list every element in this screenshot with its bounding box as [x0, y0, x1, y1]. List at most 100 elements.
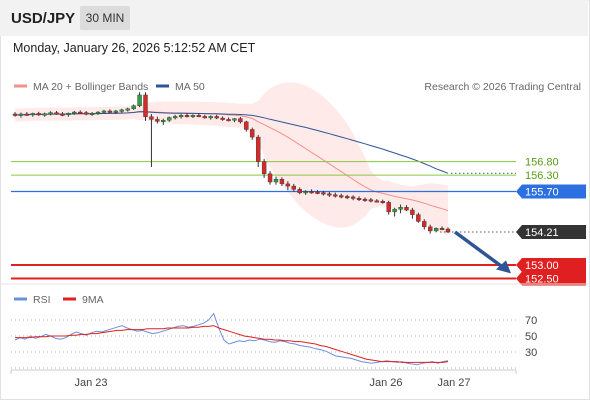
candle-body [95, 111, 101, 114]
candle-body [172, 116, 178, 119]
candle [422, 219, 427, 230]
candle [167, 116, 172, 122]
candle [303, 190, 308, 195]
candle [374, 199, 380, 203]
candle [386, 200, 391, 215]
candle-body [285, 183, 291, 187]
resistance-label: 156.80 [525, 157, 559, 169]
candle-body [309, 191, 314, 194]
candle [255, 134, 261, 168]
ma50-legend-label: MA 50 [175, 81, 205, 93]
rsi-panel: 70 50 30 [11, 312, 537, 369]
candle [232, 118, 237, 123]
candle [267, 171, 273, 185]
candle [285, 181, 291, 191]
candle-body [398, 207, 403, 210]
candle [327, 192, 332, 197]
candle [416, 212, 421, 223]
x-tick-label: Jan 23 [74, 377, 107, 389]
candle-body [439, 228, 445, 230]
candle [428, 224, 433, 234]
candle-body [202, 116, 208, 119]
candle [161, 118, 166, 125]
candle-body [113, 110, 119, 113]
candle [125, 107, 130, 112]
candle-body [54, 112, 59, 115]
rsi-tick-label: 70 [525, 315, 537, 327]
candle-body [344, 196, 350, 199]
candle [309, 189, 314, 194]
candle [392, 207, 397, 217]
candle-body [226, 119, 231, 122]
candle [208, 115, 213, 120]
candle-body [291, 185, 296, 190]
pivot-label: 155.70 [525, 187, 559, 199]
candle [172, 114, 178, 120]
candle-body [208, 116, 213, 119]
candle [12, 112, 18, 117]
candle-body [422, 221, 427, 228]
candle [178, 113, 184, 119]
candle [184, 113, 190, 118]
candle [107, 109, 113, 114]
candle [196, 113, 202, 118]
last-price-tag [516, 225, 586, 240]
candle-body [339, 195, 344, 198]
rsi-ma-line [15, 325, 449, 363]
candle [36, 111, 41, 116]
candle [78, 110, 83, 114]
chart-datetime: Monday, January 26, 2026 5:12:52 AM CET [13, 41, 256, 55]
candle-body [48, 112, 53, 115]
candle [214, 114, 219, 120]
candle [315, 190, 320, 195]
candle [261, 158, 267, 178]
candle-body [273, 179, 279, 183]
candle [155, 116, 160, 124]
candle [333, 192, 338, 198]
support-tag [516, 257, 586, 272]
candle-body [433, 228, 439, 232]
pivot-tag [516, 184, 586, 199]
candle-body [89, 112, 95, 115]
candle-body [279, 179, 285, 185]
candle-body [368, 199, 374, 202]
candle-body [137, 94, 142, 107]
timeframe-button[interactable]: 30 MIN [80, 6, 130, 30]
candle-body [83, 112, 89, 115]
candle [433, 227, 439, 233]
candle [202, 114, 208, 119]
support-label: 153.00 [525, 260, 559, 272]
candle-body [428, 226, 433, 232]
rsi-line [14, 312, 449, 366]
candle [410, 207, 415, 219]
candle-body [297, 189, 302, 194]
candle-body [161, 120, 166, 122]
candle-body [66, 112, 71, 115]
candle-body [374, 200, 380, 203]
candle-body [167, 117, 172, 121]
candle [344, 194, 350, 200]
candle-body [78, 111, 83, 114]
source-credit: Research © 2026 Trading Central [424, 81, 581, 93]
candle [339, 193, 344, 199]
candle [66, 112, 71, 117]
candle-body [143, 94, 148, 117]
candle-body [18, 113, 24, 116]
candle-body [214, 116, 219, 119]
candle-body [410, 209, 415, 215]
candle [356, 196, 362, 202]
support-label: 152.50 [525, 274, 559, 286]
candle-body [232, 118, 237, 121]
candle-body [131, 105, 136, 110]
last-price-label: 154.21 [525, 227, 559, 239]
candles-layer [12, 92, 451, 234]
candle [404, 205, 409, 212]
candle-body [250, 129, 255, 138]
projection-arrow-shaft [453, 230, 505, 269]
candle [42, 112, 47, 117]
candle [368, 198, 374, 203]
candle [72, 110, 77, 115]
candle [18, 112, 24, 118]
candle-body [333, 194, 338, 197]
candle-body [445, 228, 451, 233]
